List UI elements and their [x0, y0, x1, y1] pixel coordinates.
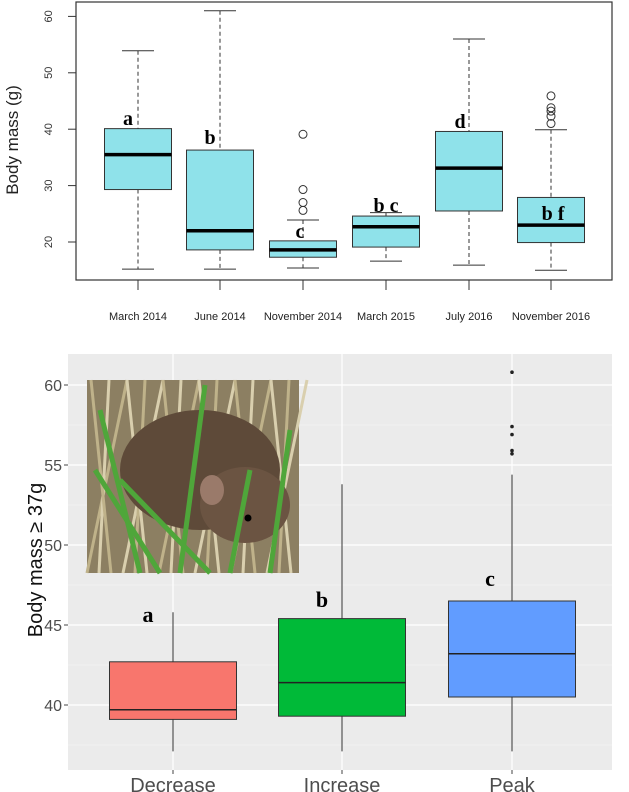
box — [352, 215, 420, 248]
vole-ear — [200, 475, 224, 505]
box-increase: Increase — [278, 484, 406, 792]
y-tick-label: 20 — [43, 236, 55, 248]
x-tick-label: Peak — [489, 775, 536, 792]
dry-grass-stem — [85, 379, 129, 574]
y-tick-label: 40 — [43, 123, 55, 135]
outlier — [298, 185, 308, 195]
y-tick-label: 60 — [43, 10, 55, 22]
y-axis-title: Body mass (g) — [3, 85, 22, 195]
outlier — [546, 103, 556, 113]
significance-letter: a — [123, 108, 133, 130]
x-tick-label: Decrease — [130, 775, 216, 792]
box-1: June 2014 — [186, 10, 254, 323]
outlier — [298, 205, 308, 215]
green-grass-blade — [177, 384, 208, 574]
vole-photo — [85, 379, 309, 575]
box — [517, 196, 585, 244]
significance-letter: a — [143, 602, 154, 627]
plot-frame — [75, 1, 613, 281]
green-grass-blade — [118, 478, 212, 575]
vole-eye — [244, 514, 252, 522]
y-tick-label: 30 — [43, 179, 55, 191]
box — [186, 149, 254, 251]
y-tick-label: 40 — [44, 698, 62, 715]
outlier — [510, 452, 514, 456]
x-tick-label: June 2014 — [194, 311, 245, 323]
x-tick-label: March 2015 — [357, 311, 415, 323]
green-grass-blade — [267, 429, 293, 574]
x-tick-label: July 2016 — [445, 311, 492, 323]
outlier — [510, 424, 514, 429]
box-decrease: Decrease — [109, 612, 237, 792]
outlier — [510, 370, 514, 375]
box-3: March 2015 — [352, 212, 420, 323]
outlier — [546, 119, 556, 129]
x-tick-label: Increase — [304, 775, 381, 792]
box — [435, 130, 503, 212]
y-tick-label: 50 — [44, 538, 62, 555]
green-grass-blade — [227, 469, 253, 574]
significance-letter: b f — [542, 203, 565, 225]
box-2: November 2014 — [264, 129, 342, 323]
significance-letter: b — [316, 587, 328, 612]
box-5: November 2016 — [512, 91, 590, 323]
box — [109, 661, 237, 720]
box — [448, 600, 576, 698]
x-tick-label: November 2014 — [264, 311, 342, 323]
outlier — [546, 91, 556, 101]
dry-grass-stem — [97, 379, 111, 574]
y-tick-label: 60 — [44, 378, 62, 395]
box — [104, 128, 172, 191]
outlier — [510, 448, 514, 453]
significance-letter: d — [454, 111, 465, 133]
outlier — [298, 129, 308, 139]
green-grass-blade — [97, 409, 143, 574]
y-tick-label: 45 — [44, 618, 62, 635]
box-peak: Peak — [448, 370, 576, 792]
x-tick-label: March 2014 — [109, 311, 167, 323]
outlier — [546, 106, 556, 116]
significance-letter: c — [296, 221, 305, 243]
outlier — [298, 198, 308, 208]
box-0: March 2014 — [104, 50, 172, 323]
y-tick-label: 55 — [44, 458, 62, 475]
y-tick-label: 50 — [43, 67, 55, 79]
box-4: July 2016 — [435, 38, 503, 323]
y-axis-title: Body mass ≥ 37g — [25, 483, 47, 637]
significance-letter: b c — [374, 195, 399, 217]
significance-letter: c — [485, 566, 495, 591]
outlier — [510, 432, 514, 437]
significance-letter: b — [204, 127, 215, 149]
x-tick-label: November 2016 — [512, 311, 590, 323]
box — [278, 618, 406, 717]
